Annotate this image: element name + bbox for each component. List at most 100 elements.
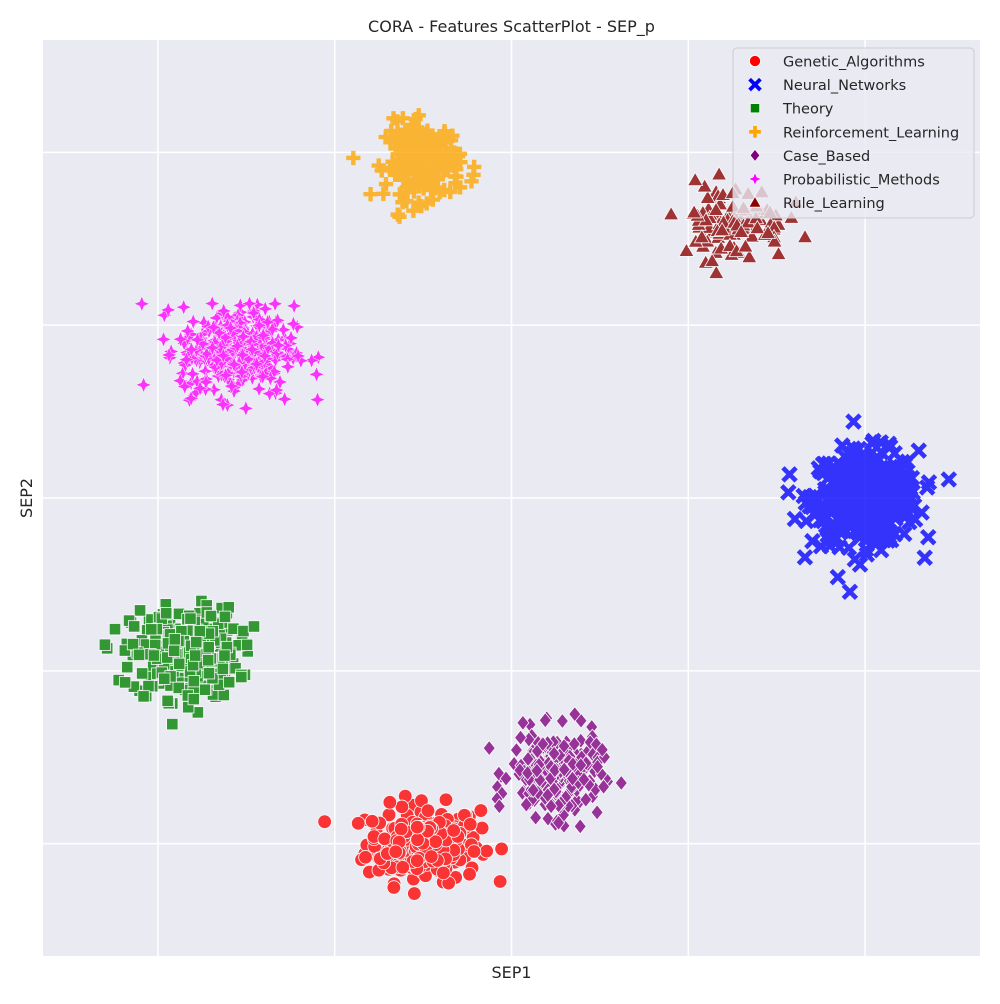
data-point <box>392 209 407 224</box>
data-point <box>595 741 609 758</box>
data-point <box>223 676 236 689</box>
data-point <box>223 377 241 395</box>
data-point <box>875 532 893 549</box>
legend-label: Probabilistic_Methods <box>783 173 940 189</box>
data-point <box>541 787 555 804</box>
data-point <box>886 445 903 462</box>
data-point <box>217 366 235 384</box>
data-point <box>189 331 206 349</box>
data-point <box>872 434 890 451</box>
data-point <box>492 874 508 889</box>
data-point <box>358 850 373 865</box>
data-point <box>98 638 112 651</box>
data-point <box>420 803 436 818</box>
data-point <box>187 692 200 706</box>
data-point <box>436 865 451 881</box>
data-point <box>416 181 431 196</box>
series-probabilistic-methods <box>133 295 327 417</box>
data-point <box>826 485 844 502</box>
data-point <box>590 804 604 821</box>
data-point <box>216 662 229 676</box>
data-point <box>396 172 411 187</box>
data-point <box>248 355 266 373</box>
data-point <box>388 157 404 172</box>
data-point <box>424 849 439 864</box>
data-point <box>786 510 804 528</box>
data-point <box>519 796 533 813</box>
series-case-based <box>482 706 628 835</box>
data-point <box>411 108 426 123</box>
data-point <box>492 798 506 815</box>
data-point <box>214 347 232 364</box>
data-point <box>250 380 268 398</box>
data-point <box>133 295 151 313</box>
data-point <box>187 675 200 688</box>
data-point <box>394 799 410 815</box>
legend-label: Case_Based <box>783 149 870 165</box>
data-point <box>363 187 378 202</box>
data-point <box>409 853 425 868</box>
legend-marker <box>748 77 762 92</box>
data-point <box>466 167 481 182</box>
data-point <box>376 186 391 201</box>
data-point <box>693 228 711 244</box>
data-point <box>135 376 152 394</box>
data-point <box>867 458 885 476</box>
data-point <box>466 844 482 859</box>
data-point <box>166 718 179 731</box>
legend-marker <box>749 55 761 67</box>
data-point <box>142 679 155 693</box>
data-point <box>172 681 185 695</box>
data-point <box>479 843 494 859</box>
data-point <box>393 821 409 837</box>
data-point <box>382 795 398 810</box>
data-point <box>254 326 272 344</box>
data-point <box>215 302 233 320</box>
data-point <box>514 729 528 746</box>
data-point <box>285 297 303 315</box>
data-point <box>536 735 550 753</box>
data-point <box>176 378 194 395</box>
data-point <box>916 549 933 566</box>
data-point <box>128 620 141 633</box>
data-point <box>237 400 255 417</box>
data-point <box>862 492 880 509</box>
data-point <box>851 556 869 573</box>
data-point <box>214 396 232 413</box>
legend-label: Theory <box>782 102 834 118</box>
data-point <box>415 127 431 142</box>
data-point <box>218 610 232 623</box>
series-neural-networks <box>780 413 958 601</box>
data-point <box>462 817 478 832</box>
data-point <box>410 819 425 835</box>
data-point <box>896 471 913 489</box>
series-reinforcement-learning <box>346 108 482 224</box>
data-point <box>184 313 202 330</box>
data-point <box>868 508 885 525</box>
data-point <box>126 638 140 651</box>
data-point <box>118 676 132 689</box>
data-point <box>804 532 821 550</box>
data-point <box>309 391 326 409</box>
data-point <box>276 390 294 408</box>
data-point <box>173 657 186 670</box>
data-point <box>759 224 777 239</box>
data-point <box>198 683 211 696</box>
data-point <box>155 330 172 348</box>
data-point <box>147 649 161 662</box>
data-point <box>557 737 571 755</box>
data-point <box>662 205 680 221</box>
data-point <box>233 363 251 381</box>
data-point <box>279 358 297 376</box>
data-point <box>168 633 181 646</box>
data-point <box>371 158 386 173</box>
data-point <box>222 319 239 337</box>
data-point <box>132 648 146 661</box>
data-point <box>567 735 581 753</box>
data-point <box>811 512 828 529</box>
data-points <box>98 108 958 901</box>
data-point <box>713 221 731 237</box>
data-point <box>743 228 761 243</box>
